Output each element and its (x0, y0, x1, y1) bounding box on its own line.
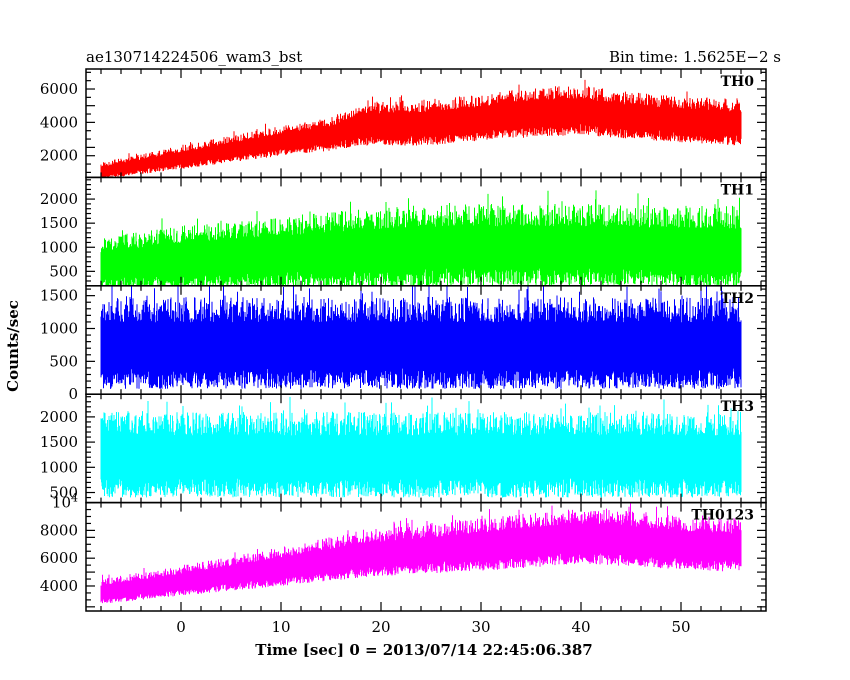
x-tick-label: 50 (671, 618, 690, 636)
panel-label-th1: TH1 (721, 182, 754, 198)
y-tick-label: 8000 (40, 521, 78, 539)
y-tick-label: 500 (49, 484, 78, 502)
y-tick-label: 1500 (40, 433, 78, 451)
y-tick-label: 4000 (40, 577, 78, 595)
y-tick-label: 6000 (40, 80, 78, 98)
panel-label-th3: TH3 (721, 399, 754, 415)
y-tick-label: 1500 (40, 214, 78, 232)
y-tick-label: 0 (68, 385, 78, 403)
lightcurve-th2 (100, 286, 742, 389)
y-tick-label: 6000 (40, 549, 78, 567)
x-axis-title: Time [sec] 0 = 2013/07/14 22:45:06.387 (255, 641, 592, 659)
x-tick-label: 40 (571, 618, 590, 636)
y-tick-label: 500 (49, 352, 78, 370)
y-tick-label: 2000 (40, 408, 78, 426)
y-tick-label: 1000 (40, 458, 78, 476)
y-tick-label: 4000 (40, 113, 78, 131)
y-tick-label: 2000 (40, 147, 78, 165)
plot-title: ae130714224506_wam3_bst (86, 48, 302, 66)
y-tick-label: 2000 (40, 190, 78, 208)
x-tick-label: 30 (471, 618, 490, 636)
bin-time-label: Bin time: 1.5625E−2 s (609, 48, 781, 66)
panel-label-th0: TH0 (721, 74, 755, 90)
y-tick-label: 1500 (40, 287, 78, 305)
y-tick-label: 500 (49, 262, 78, 280)
x-tick-label: 0 (176, 618, 186, 636)
panel-label-th0123: TH0123 (691, 508, 754, 524)
x-tick-label: 20 (371, 618, 390, 636)
y-tick-label: 1000 (40, 238, 78, 256)
panel-label-th2: TH2 (721, 291, 754, 307)
y-tick-label: 104 (52, 492, 78, 512)
lightcurve-th0123 (100, 503, 742, 604)
lightcurve-th0 (100, 79, 742, 177)
panel-frame-th0123 (85, 501, 767, 612)
y-tick-label: 1000 (40, 320, 78, 338)
x-tick-label: 10 (271, 618, 290, 636)
y-axis-title: Counts/sec (4, 300, 22, 392)
lightcurve-th3 (100, 396, 742, 498)
lightcurve-th1 (100, 190, 742, 286)
